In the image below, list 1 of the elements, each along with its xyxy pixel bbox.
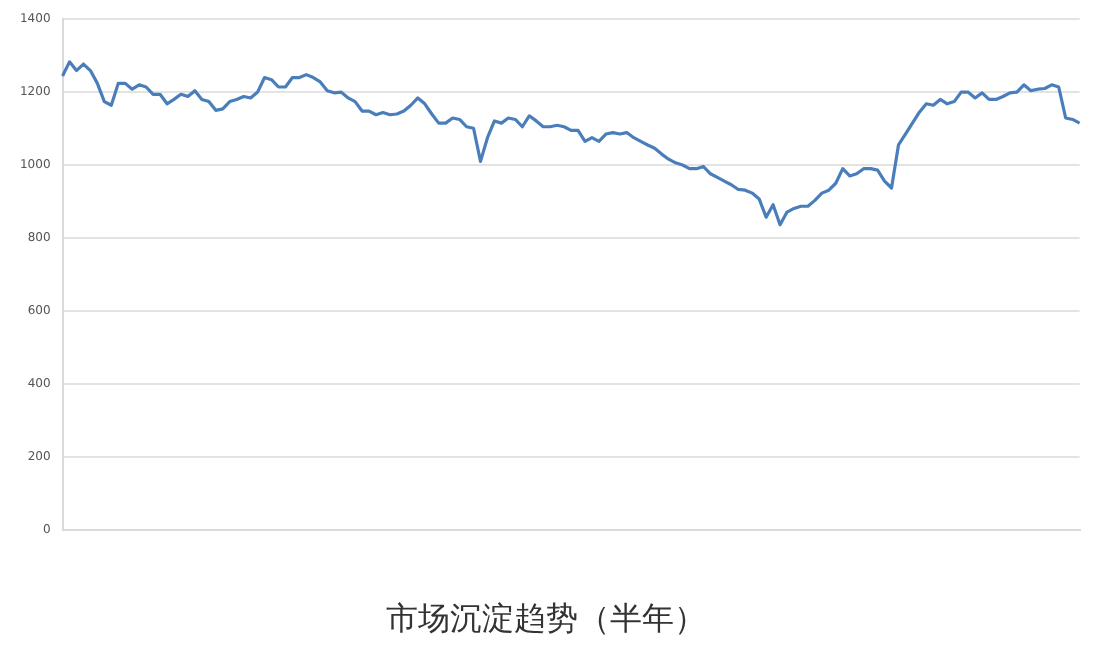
text: 市场沉淀趋势（半年） xyxy=(386,599,706,638)
